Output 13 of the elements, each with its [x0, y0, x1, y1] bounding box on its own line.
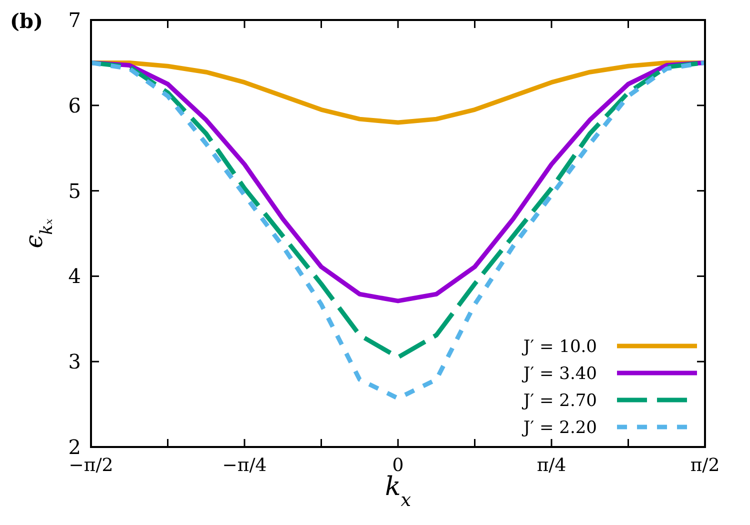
y-tick-label: 5 — [68, 178, 81, 203]
x-tick-label: −π/4 — [222, 455, 267, 476]
legend-label: J′ = 2.20 — [521, 418, 597, 438]
x-tick-label: π/2 — [690, 455, 720, 476]
x-tick-label: π/4 — [536, 455, 566, 476]
y-tick-label: 7 — [68, 8, 81, 32]
legend-label: J′ = 10.0 — [521, 336, 597, 357]
text: (b) — [10, 9, 43, 33]
y-tick-label: 3 — [68, 350, 81, 374]
y-tick-label: 4 — [68, 264, 81, 288]
y-tick-label: 6 — [68, 93, 81, 118]
legend-label: J′ = 3.40 — [521, 364, 597, 384]
legend-label: J′ = 2.70 — [521, 390, 597, 411]
